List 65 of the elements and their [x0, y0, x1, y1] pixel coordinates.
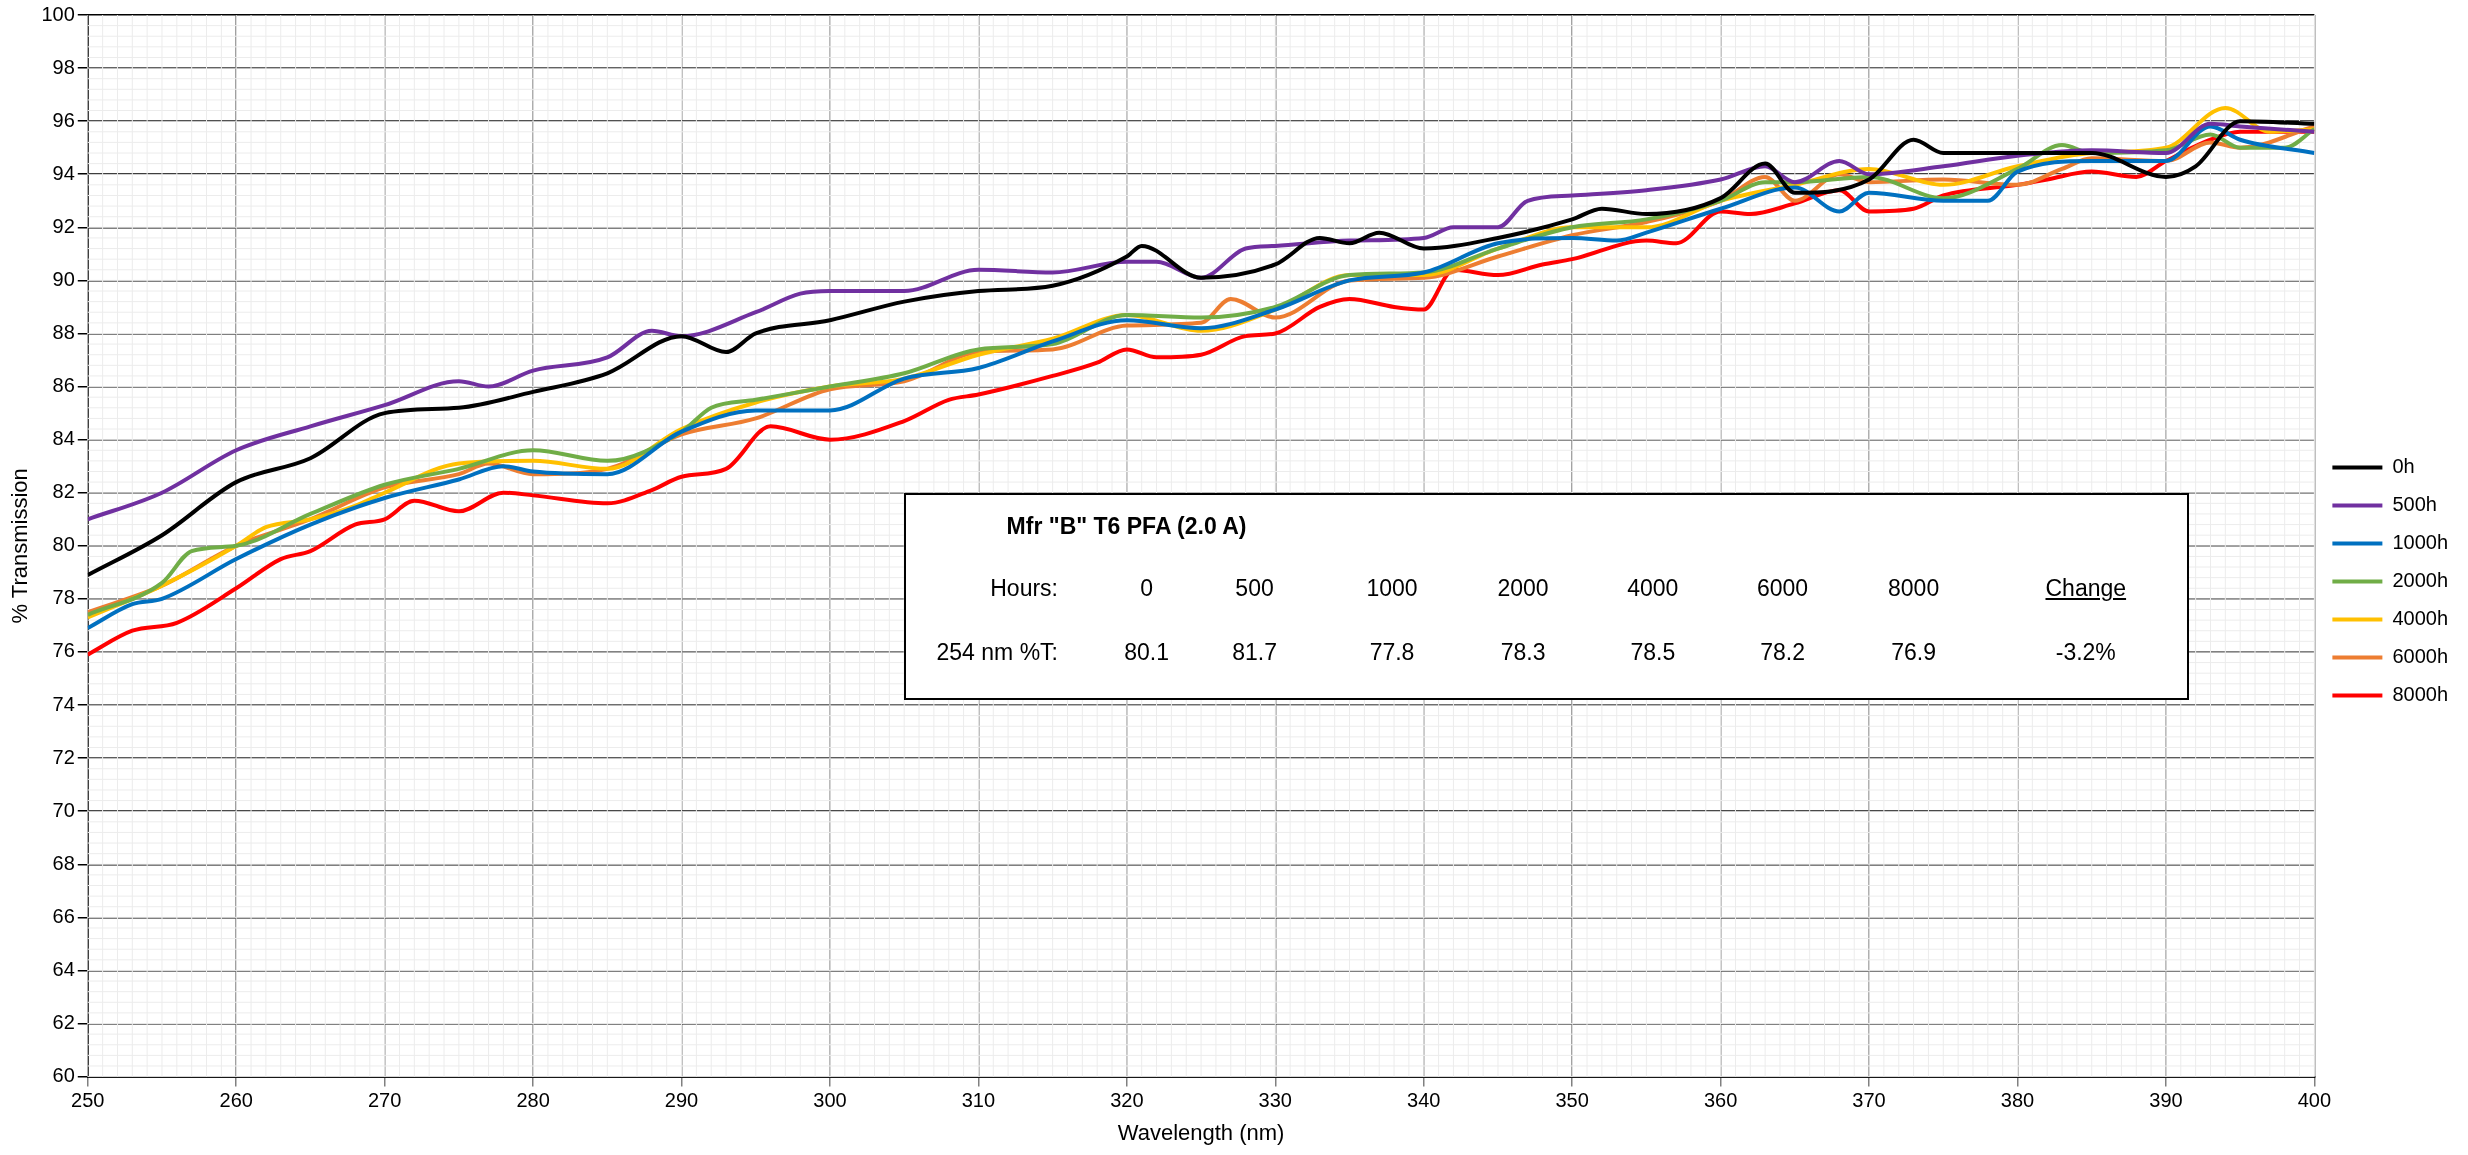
annotation: 78.2 — [1760, 639, 1805, 667]
annotation: Mfr "B" T6 PFA (2.0 A) — [1006, 513, 1247, 541]
y-tick-label: 70 — [52, 798, 75, 821]
legend-label: 6000h — [2392, 645, 2449, 668]
y-tick-label: 84 — [52, 427, 75, 450]
legend-label: 500h — [2392, 493, 2437, 516]
annotation: 81.7 — [1232, 639, 1277, 667]
y-tick-label: 82 — [52, 480, 75, 503]
annotation: 0 — [1140, 575, 1154, 603]
annotation: 500 — [1235, 575, 1274, 603]
x-tick-label: 330 — [1258, 1089, 1292, 1112]
annotation: 80.1 — [1124, 639, 1170, 667]
x-tick-label: 310 — [961, 1089, 996, 1112]
y-tick-label: 62 — [52, 1011, 75, 1034]
y-tick-label: 78 — [52, 586, 75, 609]
x-tick-label: 290 — [664, 1089, 699, 1112]
y-tick-label: 60 — [52, 1064, 75, 1087]
annotation: 8000 — [1888, 575, 1940, 603]
x-tick-label: 340 — [1407, 1089, 1441, 1112]
legend-label: 4000h — [2392, 607, 2449, 630]
y-tick-label: 92 — [52, 214, 75, 237]
y-tick-label: 76 — [52, 639, 75, 662]
annotation: 78.3 — [1500, 639, 1546, 667]
x-tick-label: 280 — [516, 1089, 550, 1112]
y-tick-label: 80 — [52, 533, 75, 556]
x-tick-label: 390 — [2149, 1089, 2183, 1112]
y-tick-label: 100 — [41, 2, 75, 25]
y-tick-label: 98 — [52, 55, 75, 78]
legend-label: 2000h — [2392, 569, 2449, 592]
annotation: 4000 — [1627, 575, 1679, 603]
y-tick-label: 96 — [52, 108, 75, 131]
annotation: -3.2% — [2055, 639, 2116, 667]
y-tick-label: 90 — [52, 267, 75, 290]
x-axis-title: Wavelength (nm) — [1117, 1119, 1285, 1145]
legend-label: 8000h — [2392, 683, 2449, 706]
annotation: 1000 — [1366, 575, 1418, 603]
x-tick-label: 300 — [813, 1089, 847, 1112]
x-tick-label: 270 — [367, 1089, 402, 1112]
x-tick-label: 370 — [1852, 1089, 1886, 1112]
x-tick-label: 380 — [2000, 1089, 2035, 1112]
annotation: 78.5 — [1630, 639, 1676, 667]
x-tick-label: 250 — [71, 1089, 105, 1112]
y-tick-label: 66 — [52, 904, 75, 927]
x-tick-label: 400 — [2297, 1089, 2332, 1112]
y-tick-label: 64 — [52, 957, 75, 980]
annotation: 76.9 — [1891, 639, 1937, 667]
annotation: Hours: — [990, 575, 1058, 603]
annotation: 77.8 — [1369, 639, 1415, 667]
y-tick-label: 86 — [52, 374, 75, 397]
legend-label: 0h — [2392, 455, 2415, 478]
x-tick-label: 260 — [219, 1089, 253, 1112]
y-tick-label: 72 — [52, 745, 75, 768]
y-tick-label: 94 — [52, 161, 75, 184]
y-axis-title: % Transmission — [7, 468, 33, 624]
annotation: 6000 — [1756, 575, 1809, 603]
y-tick-label: 68 — [52, 851, 75, 874]
annotation: 254 nm %T: — [936, 639, 1058, 667]
y-tick-label: 74 — [52, 692, 75, 715]
x-tick-label: 360 — [1703, 1089, 1738, 1112]
y-tick-label: 88 — [52, 321, 75, 343]
annotation: Change — [2045, 575, 2127, 603]
annotation: 2000 — [1497, 575, 1549, 603]
x-tick-label: 320 — [1110, 1089, 1144, 1112]
x-tick-label: 350 — [1555, 1089, 1589, 1112]
legend-label: 1000h — [2392, 531, 2449, 554]
